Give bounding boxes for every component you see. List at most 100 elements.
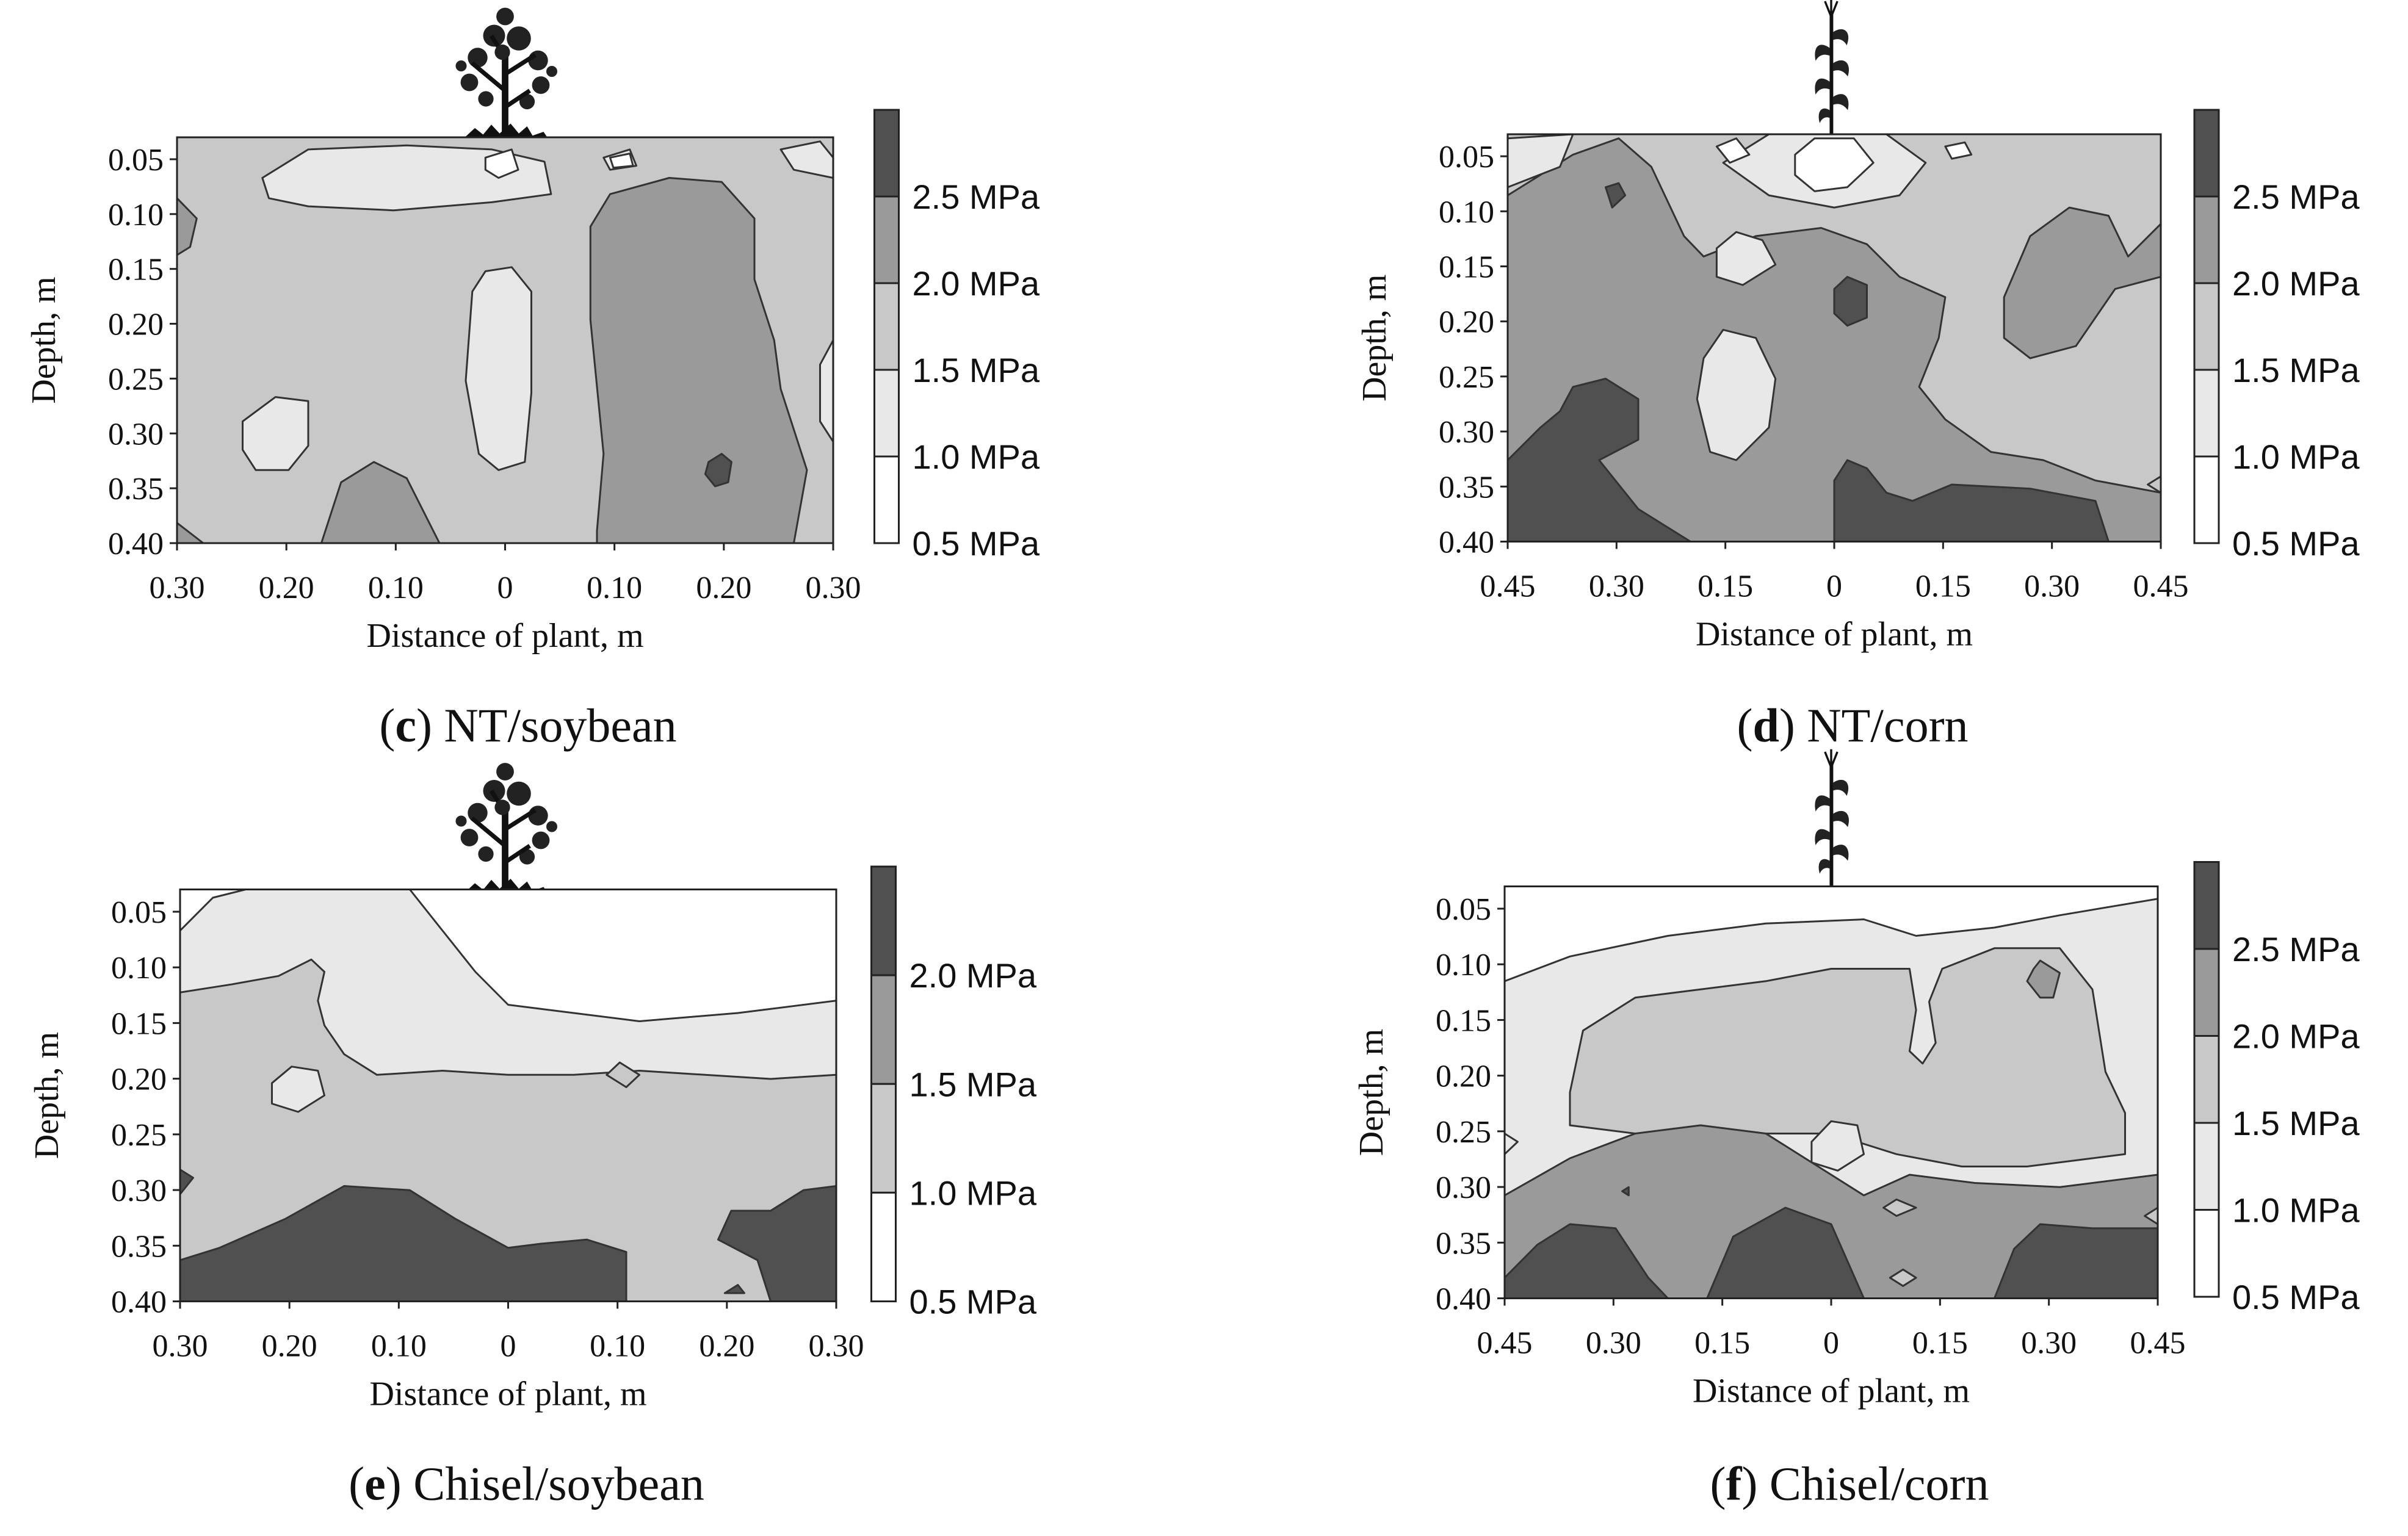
x-axis-label: Distance of plant, m (1696, 616, 1973, 654)
y-tick-label: 0.05 (1436, 892, 1491, 927)
y-tick-label: 0.40 (1439, 525, 1494, 560)
panel-caption: (c) NT/soybean (379, 699, 676, 752)
y-tick-label: 0.30 (1436, 1170, 1491, 1205)
x-tick-label: 0.30 (153, 1329, 208, 1364)
legend-swatch (873, 195, 900, 284)
contour-region (2147, 475, 2161, 494)
x-tick-label: 0.30 (2021, 1326, 2077, 1361)
y-tick-label: 0.30 (111, 1174, 167, 1208)
y-tick-label: 0.25 (108, 362, 164, 397)
legend-label: 1.0 MPa (909, 1174, 1037, 1212)
contour-region (180, 1169, 194, 1195)
y-tick-label: 0.25 (111, 1118, 167, 1153)
x-tick-label: 0 (1826, 569, 1842, 604)
x-tick-label: 0.45 (1480, 569, 1536, 604)
y-tick-label: 0.20 (1436, 1059, 1491, 1094)
x-tick-label: 0.15 (1912, 1326, 1968, 1361)
y-tick-label: 0.25 (1439, 360, 1494, 395)
contour-region (1605, 182, 1627, 209)
legend-label: 1.0 MPa (2232, 1191, 2360, 1230)
contour-plot (1508, 134, 2161, 542)
legend-swatch (2193, 109, 2220, 198)
panel-f: 0.05 0.10 0.15 0.20 0.25 0.30 0.35 0.40 0.45 0.30… (1353, 748, 2360, 1510)
x-tick-label: 0.30 (806, 571, 861, 605)
contour-region (1994, 1223, 2158, 1299)
legend-swatch (873, 109, 900, 198)
contour-region (271, 1065, 325, 1113)
panel-caption: (f) Chisel/corn (1710, 1457, 1989, 1510)
x-tick-label: 0.15 (1698, 569, 1753, 604)
contour-region (242, 396, 309, 471)
x-tick-label: 0.30 (1589, 569, 1644, 604)
x-tick-label: 0 (1823, 1326, 1839, 1361)
x-tick-label: 0.15 (1694, 1326, 1750, 1361)
contour-region (177, 522, 204, 543)
legend-label: 2.0 MPa (909, 956, 1037, 995)
y-axis-label: Depth, m (25, 276, 63, 403)
soybean-plant-icon (456, 8, 558, 140)
contour-region (1505, 1124, 2158, 1299)
legend-label: 2.5 MPa (913, 178, 1040, 216)
y-axis-label: Depth, m (1356, 275, 1394, 402)
x-axis-label: Distance of plant, m (369, 1376, 646, 1413)
legend-swatch (870, 1083, 897, 1194)
legend-swatch (2193, 369, 2220, 458)
contour-region (484, 148, 519, 179)
y-tick-label: 0.20 (1439, 305, 1494, 340)
contour-region (1889, 1268, 1917, 1287)
y-tick-label: 0.15 (1439, 250, 1494, 284)
contour-region (704, 453, 732, 488)
contour-region (723, 1284, 745, 1294)
y-tick-label: 0.35 (1436, 1226, 1491, 1261)
legend-swatch (2193, 1122, 2220, 1211)
x-tick-label: 0.20 (262, 1329, 317, 1364)
legend-label: 1.0 MPa (2232, 438, 2360, 476)
contour-region (1569, 947, 2126, 1167)
panel-caption: (e) Chisel/soybean (349, 1457, 704, 1510)
x-tick-label: 0.10 (590, 1329, 645, 1364)
contour-region (465, 266, 532, 471)
contour-region (1706, 1206, 1865, 1299)
legend-label: 1.5 MPa (909, 1065, 1037, 1103)
y-tick-label: 0.20 (108, 308, 164, 342)
contour-region (1715, 137, 1751, 164)
y-tick-label: 0.10 (1436, 948, 1491, 983)
x-tick-label: 0.45 (2133, 569, 2189, 604)
x-axis-label: Distance of plant, m (366, 617, 643, 655)
contour-plot (180, 889, 836, 1302)
y-tick-label: 0.05 (108, 143, 164, 178)
legend-label: 2.0 MPa (913, 264, 1040, 303)
contour-region (819, 339, 833, 443)
contour-region (1505, 886, 2158, 983)
legend-label: 1.5 MPa (2232, 351, 2360, 389)
legend-swatch (870, 974, 897, 1085)
contour-region (177, 197, 198, 256)
legend-swatch (2193, 948, 2220, 1037)
contour-region (1508, 137, 2161, 542)
contour-region (2003, 206, 2161, 359)
y-axis-label: Depth, m (28, 1032, 66, 1159)
contour-region (606, 1061, 640, 1088)
legend-swatch (2193, 455, 2220, 544)
y-tick-label: 0.20 (111, 1062, 167, 1097)
legend-swatch (873, 282, 900, 371)
y-tick-label: 0.35 (111, 1229, 167, 1264)
x-tick-label: 0.20 (696, 571, 751, 605)
x-tick-label: 0.30 (809, 1329, 864, 1364)
legend-swatch (2193, 195, 2220, 284)
panel-c: 0.05 0.10 0.15 0.20 0.25 0.30 0.35 0.40 0.30 0.20… (25, 8, 1040, 752)
y-tick-label: 0.40 (1436, 1282, 1491, 1317)
legend-swatch (870, 865, 897, 976)
contour-region (1621, 1186, 1630, 1197)
y-tick-label: 0.10 (108, 198, 164, 233)
contour-region (1505, 1223, 1669, 1299)
y-tick-label: 0.40 (111, 1285, 167, 1320)
contour-region (320, 461, 441, 543)
contour-region (1505, 1133, 1519, 1155)
x-tick-label: 0.10 (587, 571, 642, 605)
y-tick-label: 0.10 (1439, 195, 1494, 229)
contour-region (2026, 959, 2061, 999)
contour-region (1833, 276, 1868, 327)
legend-label: 0.5 MPa (2232, 1278, 2360, 1316)
